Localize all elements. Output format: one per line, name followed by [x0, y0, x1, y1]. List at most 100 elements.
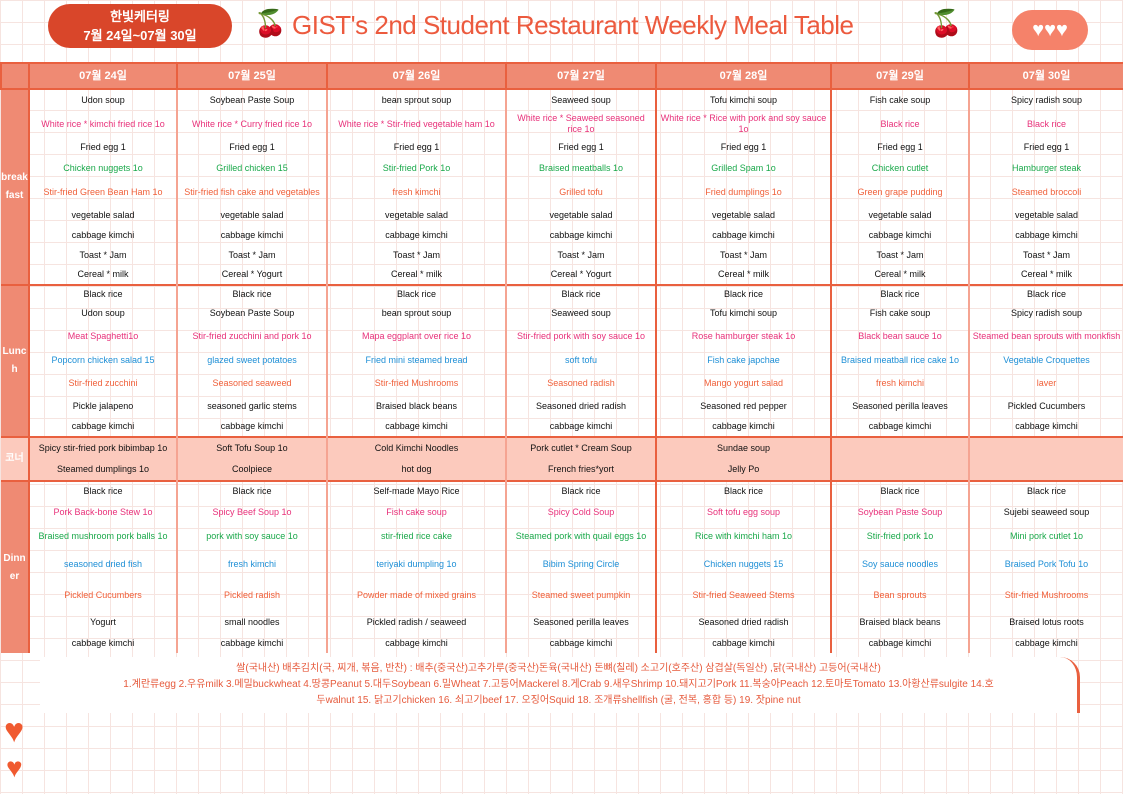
menu-item: Stir-fried Pork 1o	[326, 157, 507, 179]
menu-item: Black rice	[176, 284, 328, 303]
breakfast-row: breakfast Udon soup Soybean Paste Soup bean…	[1, 88, 1123, 285]
menu-item: White rice * Curry fried rice 1o	[176, 111, 328, 137]
menu-item: cabbage kimchi	[28, 633, 178, 653]
menu-item: Seasoned seaweed	[176, 371, 328, 395]
menu-item: Pickled radish / seaweed	[326, 611, 507, 633]
dinner-row: Yogurt small noodles Pickled radish / seaw…	[1, 611, 1123, 633]
menu-item: cabbage kimchi	[326, 225, 507, 245]
menu-item: soft tofu	[505, 349, 657, 371]
caterer-name: 한빛케터링	[110, 9, 170, 24]
menu-item: Cereal * milk	[28, 265, 178, 285]
menu-item	[830, 436, 970, 459]
corner-label: 코너	[1, 436, 30, 481]
menu-item: laver	[968, 371, 1123, 395]
breakfast-row: cabbage kimchi cabbage kimchi cabbage kimc…	[1, 225, 1123, 245]
menu-item: Green grape pudding	[830, 179, 970, 205]
menu-item: fresh kimchi	[326, 179, 507, 205]
caterer-badge: 한빛케터링 7월 24일~07월 30일	[48, 4, 232, 48]
menu-item: Stir-fried fish cake and vegetables	[176, 179, 328, 205]
menu-item: Powder made of mixed grains	[326, 579, 507, 611]
menu-item: Fried egg 1	[968, 137, 1123, 157]
menu-item: Rose hamburger steak 1o	[655, 323, 832, 349]
menu-item: small noodles	[176, 611, 328, 633]
menu-item: Soybean Paste Soup	[830, 501, 970, 523]
day-header: 07월 27일	[505, 62, 657, 90]
menu-item: Toast * Jam	[655, 245, 832, 265]
menu-item: bean sprout soup	[326, 88, 507, 111]
menu-item: Seasoned perilla leaves	[830, 395, 970, 417]
menu-item: Spicy radish soup	[968, 303, 1123, 323]
menu-item: glazed sweet potatoes	[176, 349, 328, 371]
menu-item: pork with soy sauce 1o	[176, 523, 328, 549]
menu-item: White rice * kimchi fried rice 1o	[28, 111, 178, 137]
menu-item: Grilled Spam 1o	[655, 157, 832, 179]
menu-item: Toast * Jam	[326, 245, 507, 265]
menu-item: fresh kimchi	[830, 371, 970, 395]
breakfast-label: breakfast	[1, 88, 30, 285]
dinner-row: Pork Back-bone Stew 1o Spicy Beef Soup 1o…	[1, 501, 1123, 523]
menu-item: Toast * Jam	[28, 245, 178, 265]
menu-item: Seaweed soup	[505, 303, 657, 323]
menu-item: Black rice	[326, 284, 507, 303]
menu-item	[968, 459, 1123, 481]
menu-item: Fried egg 1	[505, 137, 657, 157]
allergy-info-cont: 두walnut 15. 닭고기chicken 16. 쇠고기beef 17. 오…	[316, 695, 801, 706]
menu-item: Cereal * milk	[968, 265, 1123, 285]
menu-item: Spicy Cold Soup	[505, 501, 657, 523]
menu-item: cabbage kimchi	[326, 417, 507, 437]
menu-item: Steamed sweet pumpkin	[505, 579, 657, 611]
day-header: 07월 30일	[968, 62, 1123, 90]
menu-item: Black bean sauce 1o	[830, 323, 970, 349]
dinner-label: Dinner	[1, 480, 30, 653]
lunch-row: Stir-fried zucchini Seasoned seaweed Stir-…	[1, 371, 1123, 395]
menu-item: Bibim Spring Circle	[505, 549, 657, 579]
menu-item: Chicken cutlet	[830, 157, 970, 179]
menu-item: Braised mushroom pork balls 1o	[28, 523, 178, 549]
meal-table: 07월 24일 07월 25일 07월 26일 07월 27일 07월 28일 07월 2…	[0, 62, 1123, 653]
footer-notes: 쌀(국내산) 배추김치(국, 찌개, 볶음, 반찬) : 배추(중국산)고추가루…	[40, 657, 1080, 713]
menu-item: Black rice	[176, 480, 328, 501]
menu-item	[830, 459, 970, 481]
menu-item: Black rice	[830, 284, 970, 303]
menu-item: cabbage kimchi	[326, 633, 507, 653]
menu-item: Black rice	[968, 111, 1123, 137]
dinner-row: cabbage kimchi cabbage kimchi cabbage kimc…	[1, 633, 1123, 653]
menu-item: Fried egg 1	[326, 137, 507, 157]
menu-item: vegetable salad	[505, 205, 657, 225]
lunch-row: Meat Spaghetti1o Stir-fried zucchini and …	[1, 323, 1123, 349]
menu-item: Black rice	[505, 284, 657, 303]
menu-item: Hamburger steak	[968, 157, 1123, 179]
menu-item: Cereal * Yogurt	[505, 265, 657, 285]
breakfast-row: Toast * Jam Toast * Jam Toast * Jam Toast *…	[1, 245, 1123, 265]
menu-item: Tofu kimchi soup	[655, 303, 832, 323]
menu-item: Cereal * milk	[830, 265, 970, 285]
menu-item: Braised meatball rice cake 1o	[830, 349, 970, 371]
menu-item: Pork Back-bone Stew 1o	[28, 501, 178, 523]
menu-item: seasoned garlic stems	[176, 395, 328, 417]
menu-item: Meat Spaghetti1o	[28, 323, 178, 349]
menu-item: Fish cake japchae	[655, 349, 832, 371]
breakfast-row: vegetable salad vegetable salad vegetable …	[1, 205, 1123, 225]
date-range: 7월 24일~07월 30일	[83, 28, 197, 43]
menu-item: Udon soup	[28, 303, 178, 323]
menu-item: Rice with kimchi ham 1o	[655, 523, 832, 549]
menu-item: cabbage kimchi	[28, 417, 178, 437]
corner-row: 코너 Spicy stir-fried pork bibimbap 1o Soft …	[1, 436, 1123, 481]
menu-item: Fried egg 1	[655, 137, 832, 157]
menu-item: Seasoned red pepper	[655, 395, 832, 417]
menu-item: vegetable salad	[176, 205, 328, 225]
menu-item: Fried dumplings 1o	[655, 179, 832, 205]
menu-item: Spicy radish soup	[968, 88, 1123, 111]
menu-item: Braised lotus roots	[968, 611, 1123, 633]
menu-item: Seaweed soup	[505, 88, 657, 111]
dinner-row: Dinner Black rice Black rice Self-made Mayo…	[1, 480, 1123, 653]
menu-item: Stir-fried Green Bean Ham 1o	[28, 179, 178, 205]
corner-header	[0, 62, 30, 90]
menu-item: cabbage kimchi	[830, 633, 970, 653]
menu-item: cabbage kimchi	[830, 225, 970, 245]
menu-item: Black rice	[505, 480, 657, 501]
menu-item: Sundae soup	[655, 436, 832, 459]
menu-item: Cereal * milk	[326, 265, 507, 285]
content: 07월 24일 07월 25일 07월 26일 07월 27일 07월 28일 07월 2…	[0, 62, 1123, 713]
menu-item: Soft tofu egg soup	[655, 501, 832, 523]
